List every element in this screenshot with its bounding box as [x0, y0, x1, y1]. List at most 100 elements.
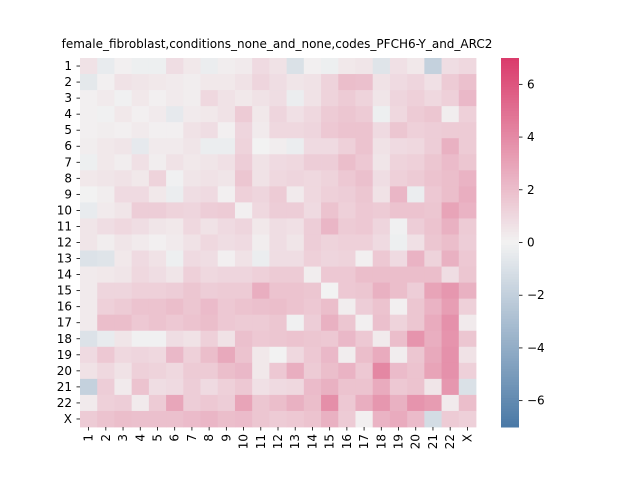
heatmap-cell — [389, 138, 408, 155]
heatmap-cell — [407, 90, 425, 107]
heatmap-cell — [148, 282, 167, 300]
heatmap-cell — [389, 186, 408, 203]
x-tick-label: 12 — [271, 434, 285, 449]
colorbar-segment — [501, 366, 519, 370]
heatmap-cell — [131, 298, 150, 316]
heatmap-cell — [441, 106, 460, 123]
colorbar-segment — [501, 355, 519, 359]
colorbar-segment — [501, 347, 519, 352]
heatmap-cell — [355, 250, 374, 267]
heatmap-cell — [441, 410, 460, 428]
y-tick-label: 8 — [64, 171, 72, 185]
colorbar-segment — [501, 221, 519, 225]
x-tick-label: 2 — [99, 434, 113, 442]
heatmap-cell — [269, 74, 288, 91]
heatmap-cell — [131, 74, 150, 91]
heatmap-cell — [372, 106, 391, 123]
heatmap-cell — [114, 314, 133, 332]
heatmap-cell — [424, 234, 442, 251]
heatmap-cell — [97, 138, 115, 155]
heatmap-cell — [166, 410, 184, 428]
heatmap-cell — [355, 106, 374, 123]
heatmap-cell — [148, 250, 167, 267]
heatmap-cell — [338, 138, 356, 155]
x-tick-label: 5 — [150, 434, 164, 442]
heatmap-cell — [424, 266, 442, 284]
heatmap-cell — [148, 394, 167, 412]
heatmap-cell — [114, 218, 133, 235]
colorbar-segment — [501, 321, 519, 325]
heatmap-cell — [166, 234, 184, 251]
heatmap-cell — [441, 138, 460, 155]
heatmap-cell — [217, 90, 236, 107]
heatmap-cell — [303, 378, 322, 396]
heatmap-cell — [458, 266, 477, 284]
heatmap-cell — [252, 282, 270, 300]
heatmap-cell — [97, 90, 115, 107]
heatmap-cell — [389, 74, 408, 91]
heatmap-cell — [458, 186, 477, 203]
heatmap-cell — [303, 154, 322, 171]
heatmap-cell — [234, 266, 253, 284]
heatmap-cell — [424, 186, 442, 203]
colorbar-segment — [501, 139, 519, 143]
colorbar-segment — [501, 358, 519, 362]
colorbar-tick-label: 0 — [527, 236, 535, 250]
heatmap-cell — [458, 234, 477, 251]
heatmap-cell — [441, 218, 460, 235]
heatmap-cell — [166, 394, 184, 412]
heatmap-cell — [269, 170, 288, 187]
heatmap-cell — [148, 170, 167, 187]
heatmap-cell — [372, 378, 391, 396]
heatmap-cell — [458, 346, 477, 364]
heatmap-cell — [80, 298, 98, 316]
heatmap-cell — [114, 346, 133, 364]
heatmap-cell — [148, 58, 167, 75]
colorbar-tick-label: −4 — [527, 341, 545, 355]
heatmap-cell — [338, 106, 356, 123]
heatmap-cell — [114, 138, 133, 155]
colorbar-segment — [501, 73, 519, 77]
colorbar-segment — [501, 303, 519, 307]
heatmap-cell — [389, 394, 408, 412]
heatmap-cell — [217, 138, 236, 155]
heatmap-cell — [183, 234, 201, 251]
heatmap-cell — [407, 394, 425, 412]
colorbar-segment — [501, 58, 519, 62]
colorbar-segment — [501, 289, 519, 294]
colorbar-segment — [501, 129, 519, 133]
colorbar-segment — [501, 166, 519, 170]
colorbar-segment — [501, 258, 519, 262]
heatmap-cell — [217, 58, 236, 75]
colorbar-segment — [501, 332, 519, 336]
heatmap-cell — [458, 362, 477, 380]
heatmap-cell — [114, 266, 133, 284]
heatmap-cell — [269, 138, 288, 155]
heatmap-cell — [97, 74, 115, 91]
heatmap-cell — [148, 90, 167, 107]
heatmap-cell — [321, 298, 339, 316]
heatmap-cell — [269, 394, 288, 412]
heatmap-cell — [286, 410, 305, 428]
heatmap-cell — [97, 314, 115, 332]
heatmap-cell — [355, 186, 374, 203]
colorbar-segment — [501, 279, 519, 283]
heatmap-cell — [458, 202, 477, 219]
heatmap-cell — [80, 362, 98, 380]
colorbar-tick-label: 2 — [527, 183, 535, 197]
heatmap-cell — [389, 250, 408, 267]
colorbar-segment — [501, 158, 519, 162]
heatmap-cell — [131, 218, 150, 235]
heatmap-cell — [183, 314, 201, 332]
heatmap-cell — [252, 218, 270, 235]
colorbar-segment — [501, 121, 519, 125]
colorbar-segment — [501, 340, 519, 344]
x-tick-label: 3 — [116, 434, 130, 442]
heatmap-cell — [269, 266, 288, 284]
colorbar-segment — [501, 392, 519, 396]
heatmap-cell — [114, 202, 133, 219]
heatmap-cell — [303, 234, 322, 251]
heatmap-cell — [234, 410, 253, 428]
heatmap-cell — [252, 186, 270, 203]
colorbar-segment — [501, 300, 519, 304]
